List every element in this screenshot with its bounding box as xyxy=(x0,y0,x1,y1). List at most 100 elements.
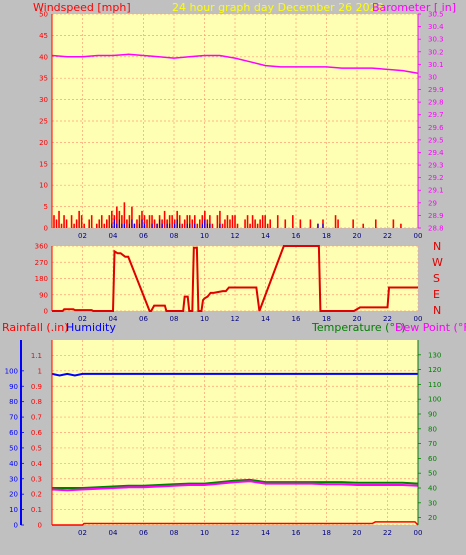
x-tick-label: 00 xyxy=(414,529,423,537)
x-tick-label: 02 xyxy=(78,232,87,240)
right-tick-label: 100 xyxy=(428,396,441,404)
y-tick-label: 20 xyxy=(39,139,48,147)
right-tick-label: 30.1 xyxy=(428,61,444,69)
x-tick-label: 20 xyxy=(353,232,362,240)
y-tick-label: 1 xyxy=(38,367,42,375)
x-tick-label: 16 xyxy=(292,529,301,537)
y-tick-label: 5 xyxy=(44,203,48,211)
right-tick-label: 30.3 xyxy=(428,36,444,44)
humidity-tick-label: 70 xyxy=(9,414,18,422)
barometer-axis-title: Barometer [ in] xyxy=(372,1,456,14)
right-tick-label: 30.4 xyxy=(428,23,444,31)
humidity-tick-label: 20 xyxy=(9,491,18,499)
x-tick-label: 08 xyxy=(170,315,179,323)
x-tick-label: 16 xyxy=(292,232,301,240)
y-tick-label: 0.8 xyxy=(31,398,42,406)
x-tick-label: 20 xyxy=(353,529,362,537)
x-tick-label: 18 xyxy=(322,315,331,323)
dewpoint-line xyxy=(51,480,419,492)
y-tick-label: 270 xyxy=(35,259,48,267)
x-tick-label: 16 xyxy=(292,315,301,323)
right-tick-label: 70 xyxy=(428,440,437,448)
right-tick-label: 130 xyxy=(428,351,441,359)
right-tick-label: 29 xyxy=(428,199,437,207)
right-tick-label: 30.5 xyxy=(428,11,444,19)
right-tick-label: 29.9 xyxy=(428,86,444,94)
x-tick-label: 02 xyxy=(78,529,87,537)
x-tick-label: 00 xyxy=(414,232,423,240)
right-tick-label: 28.8 xyxy=(428,225,444,233)
y-tick-label: 40 xyxy=(39,53,48,61)
barometer-line xyxy=(51,53,419,74)
x-tick-label: 12 xyxy=(231,232,240,240)
right-tick-label: 60 xyxy=(428,455,437,463)
y-tick-label: 0.2 xyxy=(31,491,42,499)
y-tick-label: 15 xyxy=(39,160,48,168)
y-tick-label: 0 xyxy=(44,225,48,233)
x-tick-label: 22 xyxy=(383,529,392,537)
x-tick-label: 06 xyxy=(139,315,148,323)
right-tick-label: 80 xyxy=(428,425,437,433)
dewpoint-axis-title: Dew Point (°F) xyxy=(395,321,466,334)
rainfall-line xyxy=(52,521,419,526)
y-tick-label: 360 xyxy=(35,243,48,251)
right-tick-label: 20 xyxy=(428,514,437,522)
x-tick-label: 12 xyxy=(231,315,240,323)
rainfall-axis-title: Rainfall (.in) xyxy=(2,321,69,334)
y-tick-label: 0.5 xyxy=(31,444,42,452)
y-tick-label: 0.1 xyxy=(31,506,42,514)
x-tick-label: 10 xyxy=(200,315,209,323)
windspeed-axis-title: Windspeed [mph] xyxy=(33,1,131,14)
x-tick-label: 22 xyxy=(383,315,392,323)
x-tick-label: 18 xyxy=(322,529,331,537)
x-tick-label: 02 xyxy=(78,315,87,323)
grid xyxy=(52,13,419,526)
compass-n-bottom: N xyxy=(433,304,441,317)
right-tick-label: 30 xyxy=(428,73,437,81)
wind-direction-line xyxy=(52,245,418,312)
right-tick-label: 29.6 xyxy=(428,124,444,132)
compass-s: S xyxy=(433,272,440,285)
right-tick-label: 28.9 xyxy=(428,212,444,220)
y-tick-label: 35 xyxy=(39,75,48,83)
x-tick-label: 00 xyxy=(414,315,423,323)
x-tick-label: 10 xyxy=(200,232,209,240)
x-tick-label: 12 xyxy=(231,529,240,537)
right-tick-label: 120 xyxy=(428,366,441,374)
right-tick-label: 29.3 xyxy=(428,162,444,170)
y-tick-label: 0.6 xyxy=(31,429,43,437)
right-tick-label: 40 xyxy=(428,485,437,493)
x-tick-label: 06 xyxy=(139,529,148,537)
y-tick-label: 1.1 xyxy=(31,352,42,360)
compass-n-top: N xyxy=(433,240,441,253)
humidity-tick-label: 0 xyxy=(14,522,18,530)
humidity-tick-label: 90 xyxy=(9,383,18,391)
right-tick-label: 90 xyxy=(428,411,437,419)
x-tick-label: 04 xyxy=(109,232,118,240)
right-tick-label: 29.8 xyxy=(428,99,444,107)
humidity-tick-label: 10 xyxy=(9,506,18,514)
compass-w: W xyxy=(432,256,443,269)
y-tick-label: 0 xyxy=(38,522,42,530)
temperature-axis-title: Temperature (°F) xyxy=(311,321,406,334)
right-tick-label: 29.4 xyxy=(428,149,444,157)
y-tick-label: 0.7 xyxy=(31,414,42,422)
x-tick-label: 20 xyxy=(353,315,362,323)
humidity-tick-label: 100 xyxy=(5,367,18,375)
humidity-tick-label: 80 xyxy=(9,398,18,406)
humidity-tick-label: 50 xyxy=(9,444,18,452)
y-tick-label: 0 xyxy=(44,308,48,316)
y-tick-label: 25 xyxy=(39,118,48,126)
temperature-line xyxy=(52,478,419,489)
compass-e: E xyxy=(433,288,440,301)
y-tick-label: 90 xyxy=(39,291,48,299)
y-tick-label: 180 xyxy=(35,275,48,283)
right-tick-label: 30 xyxy=(428,499,437,507)
right-tick-label: 29.5 xyxy=(428,136,444,144)
x-tick-label: 08 xyxy=(170,529,179,537)
x-tick-label: 06 xyxy=(139,232,148,240)
humidity-tick-label: 40 xyxy=(9,460,18,468)
humidity-axis-title: Humidity xyxy=(66,321,116,334)
series xyxy=(51,53,419,526)
right-tick-label: 29.7 xyxy=(428,111,444,119)
